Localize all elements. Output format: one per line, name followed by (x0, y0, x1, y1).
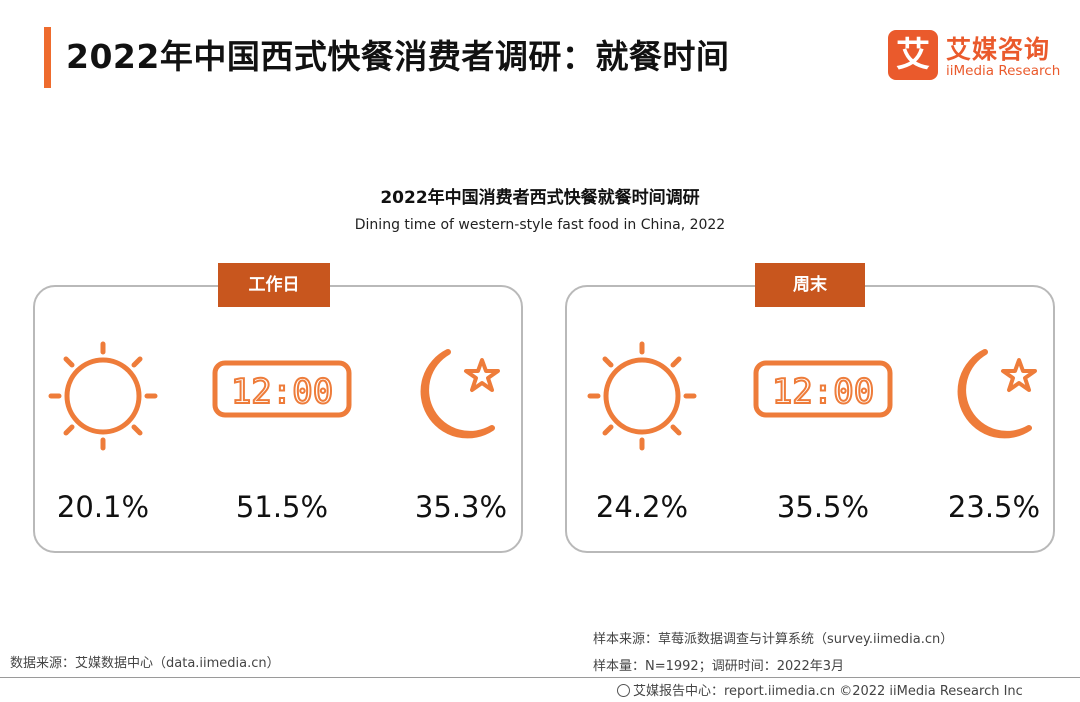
globe-icon (617, 684, 630, 697)
tab-workday: 工作日 (218, 263, 330, 307)
clock-digits: 12:00 (231, 372, 333, 412)
logo-text-cn: 艾媒咨询 (946, 35, 1051, 64)
sun-icon (28, 340, 178, 456)
moon-star-icon (392, 340, 542, 456)
page-title: 2022年中国西式快餐消费者调研：就餐时间 (66, 37, 730, 76)
clock-digits: 12:00 (772, 372, 874, 412)
sample-source-note: 样本来源：草莓派数据调查与计算系统（survey.iimedia.cn） (593, 632, 954, 647)
clock-icon: 12:00 (207, 340, 357, 456)
brand-logo: 艾 艾媒咨询 iiMedia Research (888, 30, 1063, 82)
tab-weekend: 周末 (755, 263, 865, 307)
clock-icon: 12:00 (748, 340, 898, 456)
logo-text-en: iiMedia Research (946, 63, 1061, 79)
sun-icon (567, 340, 717, 456)
value-weekend-night: 23.5% (947, 490, 1041, 524)
value-workday-noon: 51.5% (235, 490, 329, 524)
panel-workday (33, 285, 523, 553)
report-center-text: 艾媒报告中心：report.iimedia.cn ©2022 iiMedia R… (633, 684, 1023, 699)
value-weekend-morning: 24.2% (595, 490, 689, 524)
value-workday-night: 35.3% (414, 490, 508, 524)
logo-mark: 艾 (888, 30, 938, 80)
moon-star-icon (929, 340, 1079, 456)
sample-size-note: 样本量：N=1992；调研时间：2022年3月 (593, 659, 845, 674)
report-center-note: 艾媒报告中心：report.iimedia.cn ©2022 iiMedia R… (617, 680, 1023, 699)
title-accent-bar (44, 27, 51, 88)
chart-title: 2022年中国消费者西式快餐就餐时间调研 (380, 188, 700, 208)
footer-divider (0, 677, 1080, 678)
value-workday-morning: 20.1% (56, 490, 150, 524)
chart-subtitle: Dining time of western-style fast food i… (354, 217, 726, 233)
value-weekend-noon: 35.5% (776, 490, 870, 524)
data-source-note: 数据来源：艾媒数据中心（data.iimedia.cn） (10, 656, 280, 671)
